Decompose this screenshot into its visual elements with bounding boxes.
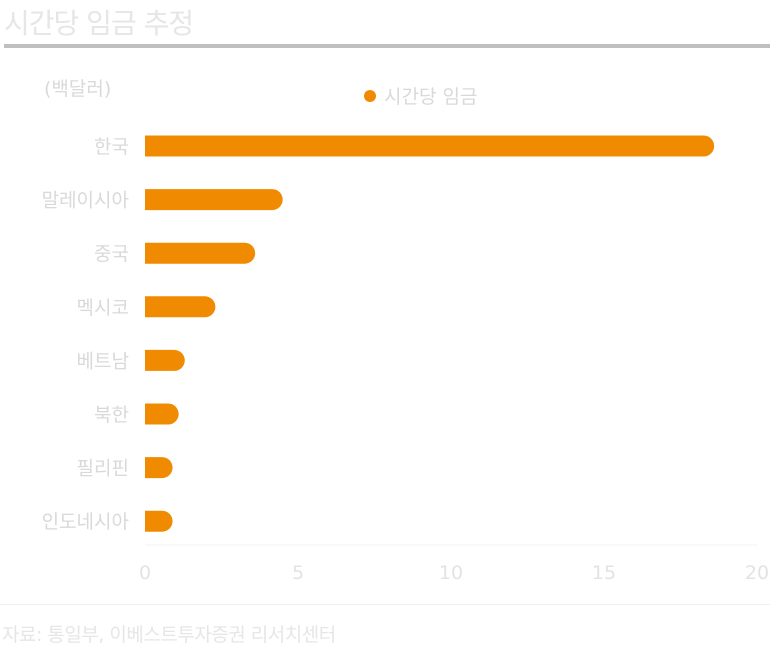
category-label: 말레이시아 — [42, 190, 129, 212]
category-label: 베트남 — [77, 350, 129, 372]
x-tick-label: 20 — [745, 562, 769, 584]
category-label: 필리핀 — [77, 458, 129, 480]
chart-title: 시간당 임금 추정 — [4, 7, 194, 40]
legend: 시간당 임금 — [364, 82, 477, 109]
x-tick-label: 5 — [292, 562, 304, 584]
x-tick-label: 10 — [439, 562, 463, 584]
bar — [145, 189, 283, 211]
bar — [145, 403, 179, 425]
bar — [145, 349, 185, 371]
legend-label: 시간당 임금 — [384, 86, 478, 108]
category-label: 한국 — [94, 136, 129, 158]
bar — [145, 135, 715, 157]
unit-label: (백달러) — [44, 78, 112, 100]
source-note: 자료: 통일부, 이베스트투자증권 리서치센터 — [2, 624, 336, 646]
category-label: 인도네시아 — [42, 511, 129, 533]
bar — [145, 510, 173, 532]
category-label: 북한 — [94, 404, 129, 426]
title-divider — [4, 44, 770, 48]
category-label: 중국 — [94, 243, 129, 265]
bar — [145, 242, 256, 264]
bar — [145, 296, 216, 318]
legend-marker — [364, 89, 376, 102]
x-tick-label: 15 — [592, 562, 616, 584]
footer-divider — [0, 604, 770, 605]
category-label: 멕시코 — [77, 297, 129, 319]
bar — [145, 457, 173, 479]
x-tick-label: 0 — [139, 562, 151, 584]
